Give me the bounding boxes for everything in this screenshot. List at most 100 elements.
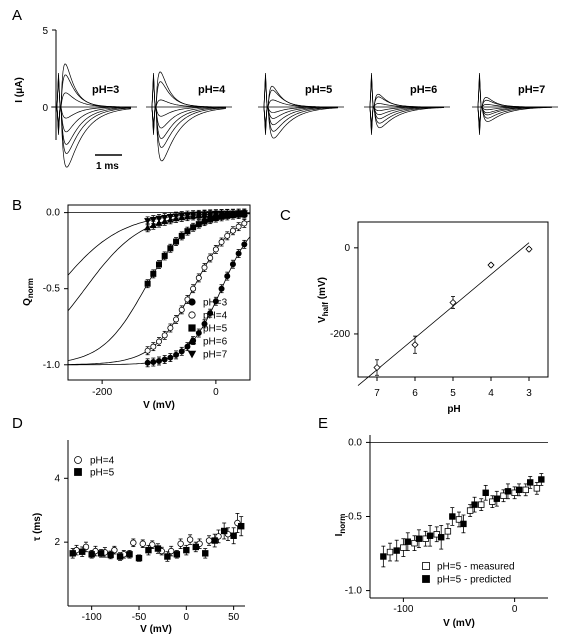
data-point-pH=5 — [173, 551, 181, 558]
data-point-pH=3 — [207, 310, 214, 317]
data-point-pH=6 — [144, 224, 152, 231]
data-point-pH=5 — [78, 548, 86, 555]
trace-group-label: pH=3 — [92, 84, 119, 96]
data-point-pH=3 — [155, 357, 162, 364]
panel-e-ylabel-sub: norm — [338, 514, 347, 534]
data-point-pH=5 — [178, 232, 185, 239]
panel-d-ytick-label: 2 — [54, 537, 60, 548]
panel-c-xtick-label: 6 — [412, 388, 418, 399]
data-point-pH=3 — [229, 261, 236, 268]
data-point-pH=5 - predicted — [493, 495, 501, 502]
legend-entry-pH=6: pH=6 — [203, 337, 228, 348]
current-trace — [56, 106, 132, 133]
panel-d-xtick-label: 0 — [184, 612, 190, 623]
data-point-pH=5 - predicted — [449, 513, 456, 520]
data-point-pH=5 — [116, 553, 124, 560]
data-point-pH=4 — [218, 239, 225, 246]
data-point-pH=4 — [224, 232, 231, 239]
current-trace — [151, 106, 226, 135]
data-point-pH=4 — [235, 223, 242, 230]
data-point-pH=5 - measured — [478, 501, 485, 508]
panel-c-xtick-label: 5 — [450, 388, 456, 399]
legend-entry-pH=5: pH=5 — [90, 468, 115, 479]
data-point-pH=5 - measured — [455, 516, 463, 523]
data-point-pH=5 - predicted — [460, 520, 467, 528]
data-point-pH=5 - measured — [444, 528, 452, 535]
data-point-pH=3 — [218, 285, 225, 292]
panel-b-ytick-label: 0.0 — [46, 208, 60, 219]
trace-group-label: pH=6 — [410, 84, 437, 96]
data-point-pH=4 — [149, 541, 156, 548]
data-point-pH=5 - measured — [386, 548, 394, 556]
panel-c-xtick-label: 4 — [488, 388, 494, 399]
current-trace — [56, 106, 132, 168]
trace-group-pH=5: pH=5 — [258, 72, 344, 139]
data-point-pH=5 - measured — [533, 485, 541, 492]
data-point-pH=4 — [155, 338, 162, 345]
data-point-pH=4 — [241, 220, 248, 227]
panel-d-legend: pH=4pH=5 — [74, 456, 115, 479]
trace-group-pH=7: pH=7 — [472, 72, 558, 135]
panel-c-ytick-label: -200 — [330, 329, 350, 340]
panel-a-y-axis-label: I (μA) — [14, 77, 25, 103]
data-point-pH=5 — [126, 551, 133, 558]
panel-c-xtick-label: 7 — [374, 388, 380, 399]
data-point-pH=4 — [186, 536, 194, 543]
data-point-pH=5 — [97, 550, 105, 557]
data-point-pH=5 — [144, 280, 151, 287]
data-point-pH=3 — [235, 250, 242, 257]
data-point-pH=3 — [224, 273, 231, 280]
data-point-pH=3 — [195, 330, 202, 337]
panel-c-x-axis-label: pH — [447, 404, 460, 415]
data-point-pH=7 — [200, 211, 209, 218]
panel-label-c: C — [280, 207, 291, 224]
panel-b-ytick-label: -1.0 — [43, 360, 61, 371]
legend-entry-pH=5 - predicted: pH=5 - predicted — [437, 575, 511, 586]
legend-entry-pH=3: pH=3 — [203, 298, 228, 309]
panel-c-xtick-label: 3 — [526, 388, 532, 399]
data-point-pH=7 — [206, 211, 214, 218]
data-point-pH=5 — [183, 546, 190, 554]
data-point-pH=7 — [183, 212, 191, 219]
data-point-pH=5 - predicted — [415, 535, 423, 542]
panel-b-xtick-label: 0 — [213, 387, 219, 398]
data-point-pH=5 - measured — [522, 486, 529, 494]
data-point-pH=7 — [161, 214, 169, 222]
current-trace — [151, 106, 227, 133]
legend-entry-pH=7: pH=7 — [203, 350, 228, 361]
data-point-pH=5 - measured — [500, 492, 507, 499]
panel-c-y-axis-label: Vhalf (mV) — [317, 277, 330, 323]
data-point-pH=5 - predicted — [515, 486, 523, 494]
data-point-pH=4 — [161, 332, 168, 339]
panel-a-scalebar-label: 1 ms — [96, 161, 119, 172]
data-point-pH=5 — [150, 270, 157, 277]
current-trace — [263, 106, 339, 139]
panel-c-ticks: 7 6 5 4 3 0 -200 — [330, 243, 532, 399]
data-point-pH=5 - predicted — [527, 479, 534, 486]
current-trace — [151, 106, 227, 139]
panel-d-xtick-label: -50 — [132, 612, 147, 623]
panel-e-normalized-current: Inorm V (mV) -100 0 0.0 -0.5 -1.0 pH=5 - mea… — [334, 435, 548, 629]
data-point-pH=3 — [167, 354, 174, 361]
panel-c-fit-line — [357, 242, 530, 386]
panel-b-data-points — [144, 208, 248, 368]
data-point-pH=4 — [167, 547, 175, 555]
data-point-pH=4 — [205, 537, 213, 544]
data-point-pH=4 — [190, 285, 197, 292]
panel-d-data-points — [69, 513, 245, 562]
data-point-pH=3 — [184, 343, 191, 350]
panel-label-a: A — [12, 7, 22, 24]
current-trace — [369, 106, 445, 129]
data-point-pH=5 — [164, 553, 171, 560]
current-trace — [369, 106, 445, 129]
current-trace — [56, 77, 131, 108]
data-point-pH=4 — [229, 227, 236, 234]
data-point-pH=4 — [177, 540, 184, 547]
data-point-pH=5 — [145, 546, 152, 554]
trace-group-label: pH=7 — [518, 84, 545, 96]
data-point-pH=3 — [173, 351, 180, 358]
data-point-pH=5 - predicted — [380, 553, 387, 560]
panel-b-plot-frame — [67, 204, 251, 381]
data-point-pH=5 - predicted — [393, 547, 400, 554]
